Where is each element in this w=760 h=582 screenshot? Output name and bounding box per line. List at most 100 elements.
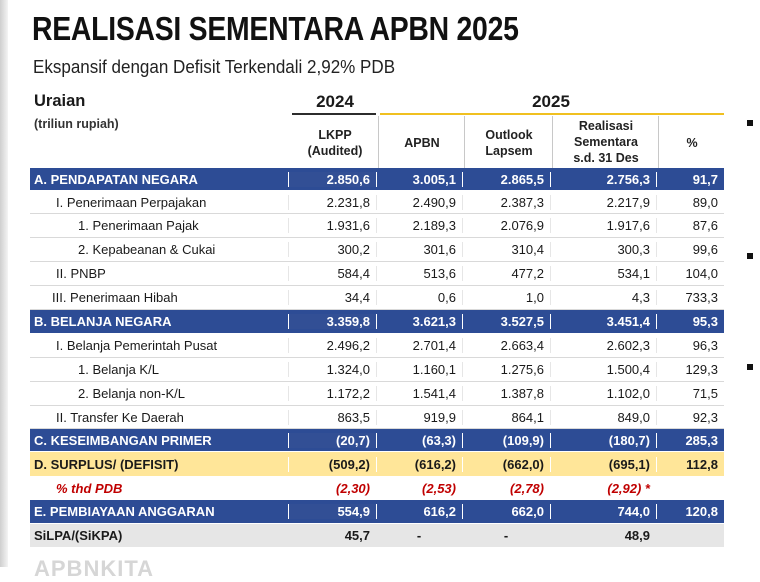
cell-lkpp: 584,4 xyxy=(288,266,376,281)
unit-label: (triliun rupiah) xyxy=(34,117,119,131)
cell-outlook: (109,9) xyxy=(462,432,550,448)
row-label: B. BELANJA NEGARA xyxy=(34,314,172,329)
cell-outlook: 1.387,8 xyxy=(462,386,550,401)
page-subtitle: Ekspansif dengan Defisit Terkendali 2,92… xyxy=(33,56,396,77)
cell-realisasi: 300,3 xyxy=(550,242,656,257)
cell-lkpp: 2.231,8 xyxy=(288,194,376,210)
cell-apbn: 1.541,4 xyxy=(376,386,462,401)
cell-percent: 112,8 xyxy=(656,456,724,472)
cell-percent: 89,0 xyxy=(656,194,724,210)
cell-lkpp: 34,4 xyxy=(288,290,376,305)
row-label: C. KESEIMBANGAN PRIMER xyxy=(34,432,212,448)
table-row-pembiayaan-anggaran: E. PEMBIAYAAN ANGGARAN 554,9 616,2 662,0… xyxy=(30,500,724,523)
table-row-keseimbangan-primer: C. KESEIMBANGAN PRIMER (20,7) (63,3) (10… xyxy=(30,429,724,451)
col-header-lkpp: LKPP (Audited) xyxy=(307,128,363,158)
table-row-penerimaan-hibah: III. Penerimaan Hibah 34,4 0,6 1,0 4,3 7… xyxy=(30,286,724,310)
cell-outlook: 2.663,4 xyxy=(462,338,550,353)
col-header-realisasi: Realisasi Sementara s.d. 31 Des xyxy=(573,119,639,165)
row-label: II. PNBP xyxy=(56,266,106,281)
cell-lkpp: 2.496,2 xyxy=(288,338,376,353)
table-row-penerimaan-perpajakan: I. Penerimaan Perpajakan 2.231,8 2.490,9… xyxy=(30,191,724,214)
cell-lkpp: 554,9 xyxy=(288,504,376,519)
cell-outlook: 2.387,3 xyxy=(462,194,550,210)
left-edge-shadow xyxy=(0,0,8,567)
cell-realisasi: (695,1) xyxy=(550,456,656,472)
table-row-pnbp: II. PNBP 584,4 513,6 477,2 534,1 104,0 xyxy=(30,262,724,286)
table-row-pct-pdb: % thd PDB (2,30) (2,53) (2,78) (2,92) * xyxy=(30,477,724,499)
cell-apbn: 919,9 xyxy=(376,409,462,425)
cell-realisasi: 534,1 xyxy=(550,266,656,281)
cell-percent: 129,3 xyxy=(656,362,724,377)
cell-percent: 733,3 xyxy=(656,290,724,305)
table-row-surplus-defisit: D. SURPLUS/ (DEFISIT) (509,2) (616,2) (6… xyxy=(30,452,724,476)
cell-percent: 104,0 xyxy=(656,266,724,281)
cell-realisasi: 744,0 xyxy=(550,504,656,519)
cell-realisasi: 849,0 xyxy=(550,409,656,425)
col-header-percent: % xyxy=(686,136,698,150)
col-separator xyxy=(658,116,659,168)
cell-apbn: (2,53) xyxy=(422,480,456,496)
page-title: REALISASI SEMENTARA APBN 2025 xyxy=(32,10,519,47)
row-label: 1. Belanja K/L xyxy=(78,362,159,377)
cell-realisasi: 1.500,4 xyxy=(550,362,656,377)
cell-apbn: 616,2 xyxy=(376,504,462,519)
cell-outlook: 477,2 xyxy=(462,266,550,281)
row-label: II. Transfer Ke Daerah xyxy=(56,409,184,425)
cell-apbn: 1.160,1 xyxy=(376,362,462,377)
cell-percent: 92,3 xyxy=(656,409,724,425)
table-row-pendapatan-negara: A. PENDAPATAN NEGARA 2.850,6 3.005,1 2.8… xyxy=(30,168,724,190)
cell-outlook: 1.275,6 xyxy=(462,362,550,377)
cell-lkpp: 45,7 xyxy=(344,528,370,543)
cell-outlook: - xyxy=(503,528,509,543)
right-panel xyxy=(726,0,760,567)
cell-realisasi: 1.102,0 xyxy=(550,386,656,401)
cell-lkpp: (2,30) xyxy=(336,480,370,496)
cell-lkpp: 3.359,8 xyxy=(288,314,376,329)
cell-outlook: 310,4 xyxy=(462,242,550,257)
cell-outlook: 2.076,9 xyxy=(462,218,550,233)
cell-lkpp: 2.850,6 xyxy=(288,171,376,187)
cell-apbn: 513,6 xyxy=(376,266,462,281)
cell-realisasi: 4,3 xyxy=(550,290,656,305)
cell-apbn: (63,3) xyxy=(376,432,462,448)
cell-outlook: (662,0) xyxy=(462,456,550,472)
row-label: D. SURPLUS/ (DEFISIT) xyxy=(34,456,179,472)
cell-outlook: (2,78) xyxy=(510,480,544,496)
cell-percent: 99,6 xyxy=(656,242,724,257)
table-row-belanja-pemerintah-pusat: I. Belanja Pemerintah Pusat 2.496,2 2.70… xyxy=(30,334,724,358)
cell-lkpp: 1.931,6 xyxy=(288,218,376,233)
cell-apbn: 2.490,9 xyxy=(376,194,462,210)
table-row-silpa: SiLPA/(SiKPA) 45,7 - - 48,9 xyxy=(30,524,724,547)
cell-apbn: - xyxy=(416,528,422,543)
cell-realisasi: 2.217,9 xyxy=(550,194,656,210)
cell-lkpp: 1.172,2 xyxy=(288,386,376,401)
row-label: 2. Kepabeanan & Cukai xyxy=(78,242,216,257)
cell-percent: 95,3 xyxy=(656,314,724,329)
year-2024-header: 2024 xyxy=(316,92,354,111)
cell-apbn: 0,6 xyxy=(376,290,462,305)
table-row-belanja-non-kl: 2. Belanja non-K/L 1.172,2 1.541,4 1.387… xyxy=(30,382,724,406)
col-separator xyxy=(552,116,553,168)
cell-lkpp: (509,2) xyxy=(288,456,376,472)
col-header-apbn: APBN xyxy=(404,136,440,150)
cell-percent: 285,3 xyxy=(656,432,724,448)
cell-lkpp: 1.324,0 xyxy=(288,362,376,377)
col-separator xyxy=(378,116,379,168)
col-separator xyxy=(464,116,465,168)
bullet-icon xyxy=(747,120,753,126)
cell-percent: 96,3 xyxy=(656,338,724,353)
cell-lkpp: 863,5 xyxy=(288,409,376,425)
row-label: 1. Penerimaan Pajak xyxy=(78,218,199,233)
row-label: % thd PDB xyxy=(56,480,123,496)
col-header-outlook: Outlook Lapsem xyxy=(485,128,533,158)
row-label: III. Penerimaan Hibah xyxy=(52,290,178,305)
year-2025-rule xyxy=(380,113,724,115)
cell-outlook: 864,1 xyxy=(462,409,550,425)
table-row-belanja-negara: B. BELANJA NEGARA 3.359,8 3.621,3 3.527,… xyxy=(30,310,724,333)
cell-apbn: 3.621,3 xyxy=(376,314,462,329)
year-2025-header: 2025 xyxy=(532,92,570,111)
cell-lkpp: 300,2 xyxy=(288,242,376,257)
cell-outlook: 2.865,5 xyxy=(462,171,550,187)
cell-apbn: 3.005,1 xyxy=(376,171,462,187)
uraian-header: Uraian xyxy=(34,92,86,110)
